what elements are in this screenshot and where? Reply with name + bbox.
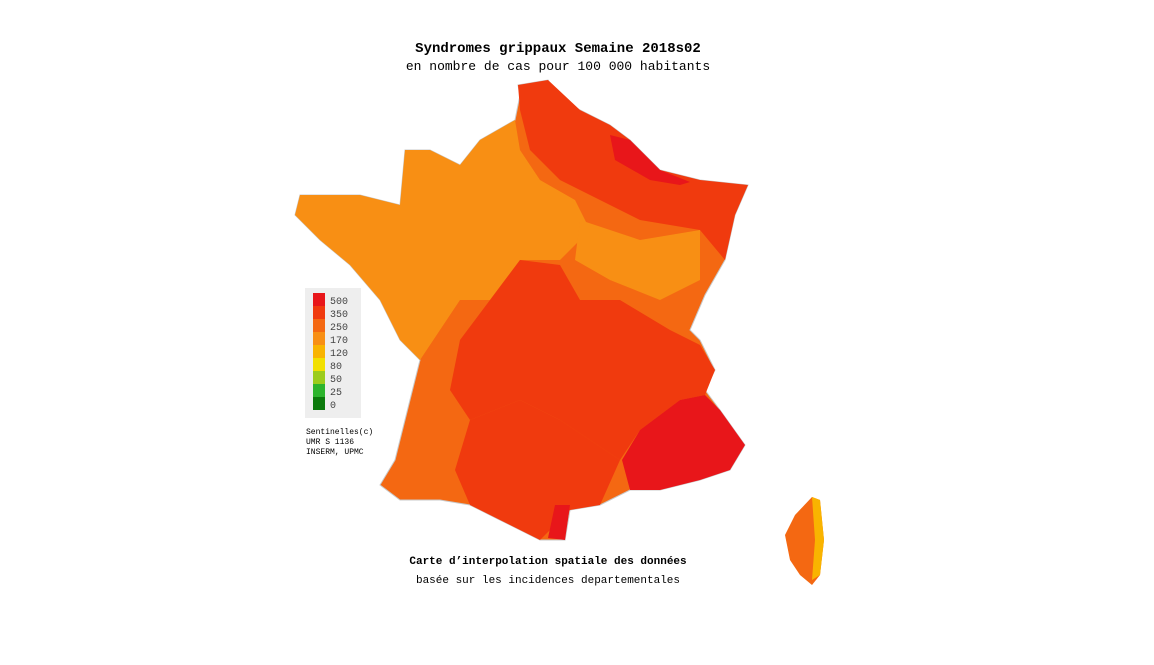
france (294, 79, 749, 541)
legend-label: 250 (330, 323, 348, 334)
legend-label: 350 (330, 310, 348, 321)
legend-label: 120 (330, 349, 348, 360)
credit: INSERM, UPMC (306, 448, 364, 457)
footer-line: basée sur les incidences departementales (416, 575, 680, 587)
legend-label: 0 (330, 401, 336, 412)
legend-label: 170 (330, 336, 348, 347)
legend-label: 500 (330, 297, 348, 308)
legend-swatch (313, 371, 325, 384)
title: Syndromes grippaux Semaine 2018s02 (415, 41, 701, 57)
legend-label: 25 (330, 388, 342, 399)
legend-swatch (313, 319, 325, 332)
footer-line: Carte d’interpolation spatiale des donné… (409, 556, 686, 568)
credit: Sentinelles(c) (306, 428, 373, 437)
legend-swatch (313, 397, 325, 410)
legend-swatch (313, 345, 325, 358)
legend-label: 50 (330, 375, 342, 386)
legend-swatch (313, 293, 325, 306)
legend-swatch (313, 306, 325, 319)
credit: UMR S 1136 (306, 438, 354, 447)
legend-label: 80 (330, 362, 342, 373)
legend-swatch (313, 358, 325, 371)
corsica (785, 497, 824, 585)
legend-swatch (313, 332, 325, 345)
legend-swatch (313, 384, 325, 397)
subtitle: en nombre de cas pour 100 000 habitants (406, 59, 710, 74)
